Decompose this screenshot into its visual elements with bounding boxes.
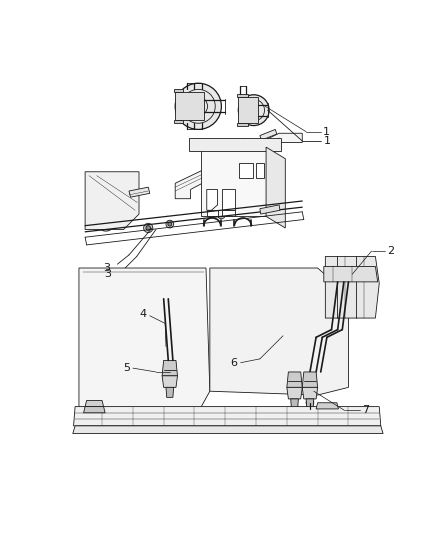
Polygon shape: [302, 387, 318, 399]
Text: 7: 7: [362, 406, 369, 415]
Polygon shape: [207, 210, 218, 216]
Polygon shape: [325, 256, 379, 318]
Circle shape: [291, 403, 298, 410]
Polygon shape: [85, 400, 103, 407]
Polygon shape: [79, 268, 210, 426]
Circle shape: [175, 83, 221, 130]
Circle shape: [307, 403, 313, 410]
Polygon shape: [291, 399, 298, 409]
Circle shape: [281, 334, 285, 338]
Polygon shape: [210, 268, 349, 395]
Circle shape: [279, 331, 288, 341]
Polygon shape: [175, 92, 205, 120]
Ellipse shape: [97, 182, 127, 220]
Circle shape: [166, 220, 173, 228]
Polygon shape: [239, 163, 253, 178]
Circle shape: [167, 392, 173, 398]
Polygon shape: [287, 387, 302, 399]
Polygon shape: [324, 266, 378, 282]
Circle shape: [144, 223, 153, 232]
Polygon shape: [222, 189, 235, 210]
Polygon shape: [266, 147, 285, 228]
Polygon shape: [306, 399, 314, 409]
Polygon shape: [162, 360, 177, 376]
Polygon shape: [175, 133, 302, 199]
Text: 3: 3: [103, 263, 110, 273]
Text: 4: 4: [140, 309, 147, 319]
Polygon shape: [222, 210, 235, 216]
Circle shape: [97, 213, 115, 231]
Polygon shape: [201, 147, 266, 216]
Circle shape: [331, 270, 339, 278]
Polygon shape: [260, 205, 280, 214]
Polygon shape: [84, 407, 105, 413]
Polygon shape: [173, 90, 183, 92]
Text: 1: 1: [323, 127, 330, 137]
Text: 1: 1: [324, 136, 331, 146]
Polygon shape: [73, 426, 383, 433]
Circle shape: [138, 408, 143, 413]
Text: 6: 6: [230, 358, 237, 368]
Polygon shape: [229, 139, 247, 150]
Circle shape: [168, 222, 172, 226]
Polygon shape: [237, 123, 247, 126]
Polygon shape: [162, 376, 177, 387]
Circle shape: [343, 270, 351, 278]
Circle shape: [164, 345, 168, 349]
Polygon shape: [207, 189, 218, 210]
Circle shape: [238, 95, 269, 126]
Polygon shape: [173, 120, 183, 123]
Circle shape: [146, 225, 151, 230]
Circle shape: [218, 211, 225, 219]
Text: 2: 2: [387, 246, 394, 256]
Polygon shape: [166, 387, 173, 398]
Polygon shape: [260, 130, 277, 140]
Polygon shape: [238, 97, 258, 123]
Circle shape: [122, 407, 128, 414]
Circle shape: [306, 399, 314, 407]
Polygon shape: [316, 403, 339, 409]
Text: 5: 5: [123, 363, 130, 373]
Text: 3: 3: [104, 269, 111, 279]
Polygon shape: [85, 172, 139, 230]
Circle shape: [165, 402, 170, 407]
Circle shape: [356, 270, 364, 278]
Polygon shape: [256, 163, 264, 178]
Circle shape: [219, 213, 223, 217]
Ellipse shape: [91, 176, 133, 226]
Circle shape: [162, 343, 170, 350]
Polygon shape: [74, 407, 381, 426]
Circle shape: [170, 402, 175, 407]
Polygon shape: [189, 138, 282, 151]
Polygon shape: [237, 94, 247, 97]
Polygon shape: [302, 372, 318, 387]
Polygon shape: [287, 372, 302, 387]
Polygon shape: [129, 187, 150, 197]
